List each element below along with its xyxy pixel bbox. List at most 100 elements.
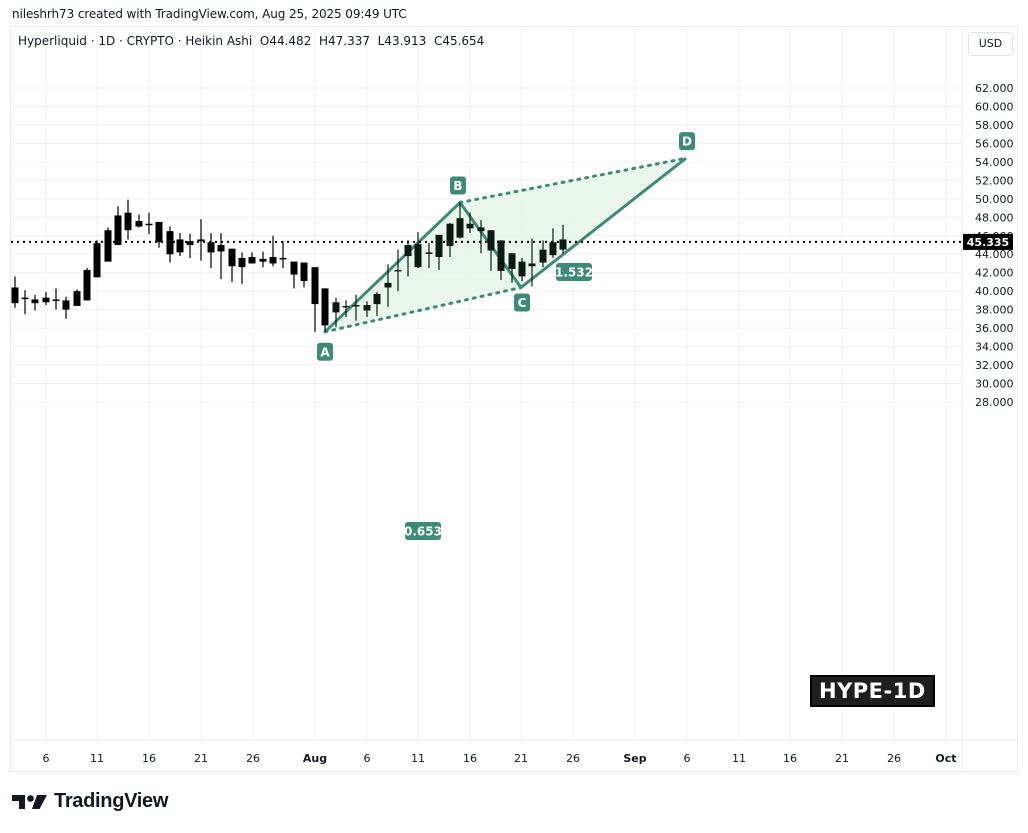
time-tick-label: Aug bbox=[303, 752, 327, 765]
svg-text:C: C bbox=[518, 296, 527, 310]
time-tick-label: 26 bbox=[887, 752, 901, 765]
pattern-fill-bcd bbox=[460, 158, 686, 288]
candle-body bbox=[549, 242, 557, 256]
candle-body bbox=[186, 241, 194, 245]
candle-body bbox=[11, 287, 19, 304]
candle-body bbox=[342, 305, 350, 308]
time-tick-label: Sep bbox=[623, 752, 646, 765]
price-tick-label: 56.000 bbox=[975, 137, 1014, 150]
candle-body bbox=[31, 299, 39, 304]
candle-body bbox=[135, 220, 143, 227]
price-tick-label: 54.000 bbox=[975, 156, 1014, 169]
point-label-d: D bbox=[679, 132, 695, 151]
candle-body bbox=[114, 215, 122, 245]
candle-body bbox=[290, 261, 298, 275]
candle-body bbox=[497, 240, 505, 271]
legend-high: H47.337 bbox=[318, 34, 370, 48]
price-tick-label: 34.000 bbox=[975, 341, 1014, 354]
price-tick-label: 60.000 bbox=[975, 100, 1014, 113]
candle-body bbox=[259, 258, 267, 262]
candle-body bbox=[52, 299, 60, 301]
price-tick-label: 32.000 bbox=[975, 359, 1014, 372]
candle-body bbox=[217, 244, 225, 252]
candle-body bbox=[528, 263, 536, 267]
tradingview-wordmark: TradingView bbox=[54, 790, 169, 812]
time-tick-label: 21 bbox=[194, 752, 208, 765]
svg-text:B: B bbox=[453, 179, 462, 193]
time-tick-label: 16 bbox=[142, 752, 156, 765]
candle-body bbox=[93, 243, 101, 278]
time-tick-label: 16 bbox=[463, 752, 477, 765]
last-price-tag: 45.335 bbox=[963, 233, 1013, 250]
candle-body bbox=[518, 261, 526, 277]
candle-body bbox=[332, 302, 340, 313]
legend-close: C45.654 bbox=[433, 34, 485, 48]
candle-body bbox=[73, 291, 81, 306]
candle-body bbox=[104, 230, 112, 262]
candle-body bbox=[373, 293, 381, 305]
candle-body bbox=[155, 221, 163, 243]
currency-button[interactable]: USD bbox=[968, 32, 1013, 56]
candle-body bbox=[269, 257, 277, 264]
price-tick-label: 48.000 bbox=[975, 211, 1014, 224]
price-tick-label: 36.000 bbox=[975, 322, 1014, 335]
candle-body bbox=[414, 244, 422, 268]
candle-body bbox=[207, 242, 215, 253]
candle-body bbox=[539, 249, 547, 263]
candle-body bbox=[321, 288, 329, 326]
point-label-c: C bbox=[514, 293, 530, 312]
time-tick-label: 26 bbox=[566, 752, 580, 765]
time-tick-label: 6 bbox=[684, 752, 691, 765]
candle-body bbox=[197, 239, 205, 242]
symbol-legend: Hyperliquid · 1D · CRYPTO · Heikin Ashi … bbox=[18, 34, 484, 48]
candle-body bbox=[456, 218, 464, 238]
candle-body bbox=[352, 305, 360, 307]
price-tick-label: 28.000 bbox=[975, 396, 1014, 409]
candle-body bbox=[425, 252, 433, 254]
candle-body bbox=[238, 257, 246, 268]
legend-open: O44.482 bbox=[259, 34, 312, 48]
price-tick-label: 52.000 bbox=[975, 174, 1014, 187]
candle-body bbox=[166, 231, 174, 255]
svg-text:D: D bbox=[682, 135, 692, 149]
price-axis[interactable]: 62.000 60.000 58.000 56.000 54.000 52.000 50.0… bbox=[975, 82, 1014, 409]
candle-body bbox=[248, 257, 256, 264]
time-tick-label: 26 bbox=[246, 752, 260, 765]
price-tick-label: 30.000 bbox=[975, 378, 1014, 391]
svg-text:1.532: 1.532 bbox=[555, 266, 593, 280]
candle-body bbox=[384, 282, 392, 288]
candle-body bbox=[435, 234, 443, 258]
candle-body bbox=[363, 305, 371, 311]
candles bbox=[11, 199, 567, 332]
symbol-watermark: HYPE-1D bbox=[810, 675, 935, 707]
candle-body bbox=[300, 262, 308, 282]
price-tick-label: 62.000 bbox=[975, 82, 1014, 95]
price-tick-label: 40.000 bbox=[975, 285, 1014, 298]
harmonic-pattern[interactable]: A B C D 0.653 1.532 bbox=[317, 132, 695, 540]
candle-body bbox=[62, 300, 70, 310]
candle-body bbox=[446, 223, 454, 246]
candle-body bbox=[83, 269, 91, 301]
bd-ratio-line bbox=[458, 156, 688, 205]
time-axis[interactable]: 6 11 16 21 26 Aug 6 11 16 21 26 Sep 6 11 16 21 26 Oct bbox=[43, 752, 957, 765]
candle-body bbox=[176, 239, 184, 253]
time-tick-label: Oct bbox=[935, 752, 956, 765]
grid bbox=[11, 27, 962, 740]
tradingview-logo[interactable]: TradingView bbox=[12, 790, 168, 813]
time-tick-label: 6 bbox=[364, 752, 371, 765]
candle-body bbox=[279, 257, 287, 260]
candle-body bbox=[21, 297, 29, 300]
ratio-label-bd: 1.532 bbox=[555, 263, 593, 281]
ratio-label-ac: 0.653 bbox=[404, 522, 442, 540]
candle-body bbox=[508, 253, 516, 270]
candle-body bbox=[477, 227, 485, 232]
svg-text:0.653: 0.653 bbox=[404, 525, 442, 539]
candle-body bbox=[145, 223, 153, 226]
candle-body bbox=[394, 269, 402, 272]
tradingview-logo-icon bbox=[12, 794, 47, 809]
svg-text:A: A bbox=[320, 345, 330, 359]
ac-ratio-line bbox=[323, 285, 523, 334]
price-tick-label: 38.000 bbox=[975, 304, 1014, 317]
time-tick-label: 11 bbox=[411, 752, 425, 765]
